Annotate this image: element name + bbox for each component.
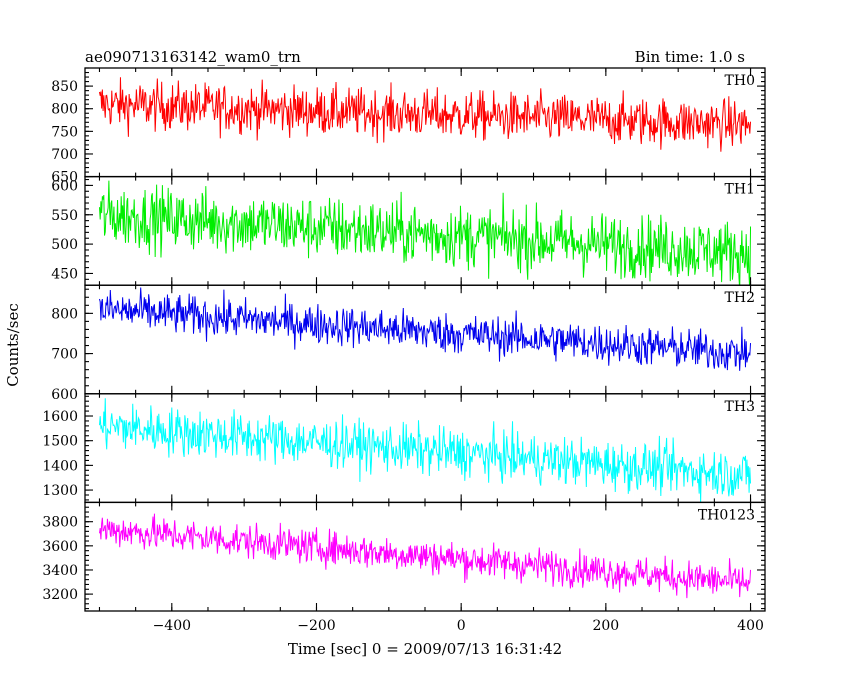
y-tick-label: 700: [51, 347, 78, 363]
x-tick-label: 0: [457, 618, 466, 634]
x-axis-label: Time [sec] 0 = 2009/07/13 16:31:42: [288, 640, 562, 658]
series-line-th2: [98, 287, 752, 371]
x-tick-label: 400: [737, 618, 764, 634]
series-label-th2: TH2: [725, 290, 755, 306]
series-line-th1: [98, 180, 752, 286]
y-tick-label: 3800: [42, 515, 78, 531]
y-tick-label: 850: [51, 79, 78, 95]
series-label-th3: TH3: [725, 399, 755, 415]
y-axis-label: Counts/sec: [4, 303, 22, 387]
series-line-th0123: [98, 513, 752, 599]
chart-title: ae090713163142_wam0_trn: [85, 48, 301, 66]
panels-group: TH0 650 700 750 800 850 TH1 450 500 550 600 TH2 600 7…: [42, 67, 766, 634]
series-label-th1: TH1: [725, 182, 755, 198]
y-tick-label: 3400: [42, 563, 78, 579]
y-tick-label: 3200: [42, 587, 78, 603]
y-tick-label: 550: [51, 208, 78, 224]
bin-time-label: Bin time: 1.0 s: [635, 48, 745, 66]
series-line-th0: [98, 77, 752, 152]
series-label-th0: TH0: [725, 73, 755, 89]
y-tick-label: 500: [51, 237, 78, 253]
y-tick-label: 450: [51, 266, 78, 282]
y-tick-label: 700: [51, 147, 78, 163]
y-tick-label: 3600: [42, 539, 78, 555]
series-line-th3: [98, 398, 752, 503]
y-tick-label: 600: [51, 387, 78, 403]
x-tick-label: 200: [592, 618, 619, 634]
y-tick-label: 600: [51, 178, 78, 194]
x-tick-label: −400: [153, 618, 191, 634]
y-tick-label: 800: [51, 102, 78, 118]
series-label-th0123: TH0123: [698, 507, 755, 523]
y-tick-label: 1300: [42, 483, 78, 499]
x-tick-label: −200: [297, 618, 335, 634]
panel-frame-th2: [84, 284, 766, 395]
y-tick-label: 1600: [42, 409, 78, 425]
y-tick-label: 650: [51, 170, 78, 186]
y-tick-label: 800: [51, 306, 78, 322]
y-tick-label: 1400: [42, 458, 78, 474]
y-tick-label: 750: [51, 124, 78, 140]
y-tick-label: 1500: [42, 434, 78, 450]
